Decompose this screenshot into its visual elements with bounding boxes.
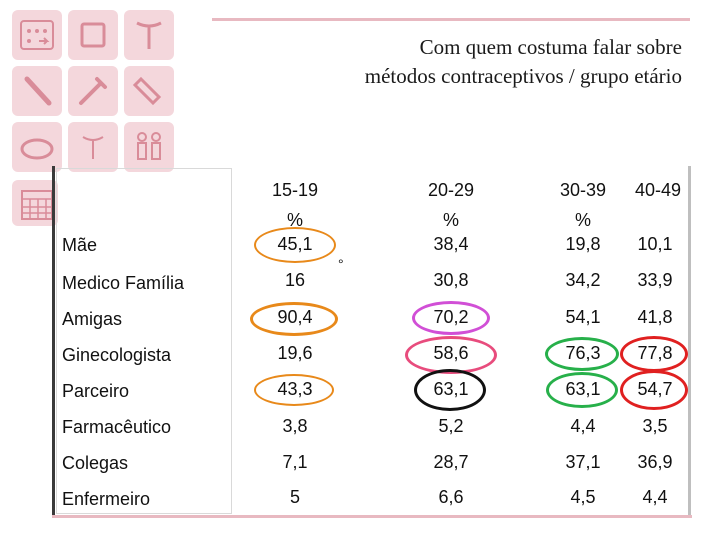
cell-farmaceutico-20-29: 5,2 (438, 416, 464, 436)
row-label-amigas: Amigas (62, 309, 123, 329)
row-label-ginecologista: Ginecologista (62, 345, 172, 365)
cell-mae-20-29: 38,4 (433, 234, 469, 254)
row-label-mae: Mãe (62, 235, 98, 255)
cell-colegas-30-39: 37,1 (565, 452, 601, 472)
stray-mark: ° (338, 256, 344, 272)
highlight-ring-amigas-15-19 (250, 302, 338, 336)
top-divider (212, 18, 690, 21)
cell-amigas-40-49: 41,8 (637, 307, 673, 327)
cell-farmaceutico-15-19: 3,8 (282, 416, 308, 436)
row-label-column (56, 168, 232, 514)
row-label-medico-familia: Medico Família (62, 273, 185, 293)
cell-amigas-30-39: 54,1 (565, 307, 601, 327)
cell-enfermeiro-40-49: 4,4 (642, 487, 668, 507)
vial-icon (124, 66, 174, 116)
cell-parceiro-15-19: 43,3 (277, 379, 313, 399)
implant-rod-icon (12, 66, 62, 116)
data-table (52, 166, 691, 516)
cell-enfermeiro-20-29: 6,6 (438, 487, 464, 507)
cell-farmaceutico-30-39: 4,4 (570, 416, 596, 436)
cell-mae-40-49: 10,1 (637, 234, 673, 254)
highlight-ring-parceiro-30-39 (546, 372, 618, 408)
highlight-ring-mae-15-19 (254, 227, 336, 263)
cell-gineco-30-39: 76,3 (565, 343, 601, 363)
highlight-ring-parceiro-20-29 (414, 369, 486, 411)
cell-gineco-15-19: 19,6 (277, 343, 313, 363)
iud-icon (124, 10, 174, 60)
header-15-19: 15-19 % (271, 180, 319, 230)
bottom-divider (52, 515, 692, 518)
square-patch-icon (68, 10, 118, 60)
iud-small-icon (68, 122, 118, 172)
cell-colegas-40-49: 36,9 (637, 452, 673, 472)
cell-enfermeiro-15-19: 5 (289, 487, 300, 507)
cell-gineco-20-29: 58,6 (433, 343, 469, 363)
cell-mae-30-39: 19,8 (565, 234, 601, 254)
row-label-colegas: Colegas (62, 453, 129, 473)
calendar-grid-icon (12, 180, 58, 226)
cell-farmaceutico-40-49: 3,5 (642, 416, 668, 436)
cell-medico-30-39: 34,2 (565, 270, 601, 290)
syringe-icon (68, 66, 118, 116)
body-outline-icon (124, 122, 174, 172)
cell-enfermeiro-30-39: 4,5 (570, 487, 596, 507)
row-label-parceiro: Parceiro (62, 381, 130, 401)
highlight-ring-parceiro-15-19 (254, 374, 334, 406)
row-label-farmaceutico: Farmacêutico (62, 417, 172, 437)
cell-parceiro-20-29: 63,1 (433, 379, 469, 399)
highlight-ring-amigas-20-29 (412, 301, 490, 335)
cell-parceiro-30-39: 63,1 (565, 379, 601, 399)
row-label-enfermeiro: Enfermeiro (62, 489, 151, 509)
calendar-pill-icon (12, 10, 62, 60)
cell-amigas-20-29: 70,2 (433, 307, 469, 327)
highlight-ring-parceiro-40-49 (620, 370, 688, 410)
highlight-ring-gineco-30-39 (545, 337, 619, 371)
cell-medico-15-19: 16 (284, 270, 306, 290)
cell-mae-15-19: 45,1 (277, 234, 313, 254)
header-20-29: 20-29 % (427, 180, 475, 230)
header-30-39: 30-39 % (559, 180, 607, 230)
cell-parceiro-40-49: 54,7 (637, 379, 673, 399)
cell-amigas-15-19: 90,4 (277, 307, 313, 327)
diaphragm-icon (12, 122, 62, 172)
cell-medico-20-29: 30,8 (433, 270, 469, 290)
title-line-2: métodos contraceptivos / grupo etário (364, 64, 682, 88)
cell-colegas-20-29: 28,7 (433, 452, 469, 472)
cell-medico-40-49: 33,9 (637, 270, 673, 290)
slide-title: Com quem costuma falar sobre métodos con… (240, 33, 682, 91)
header-40-49: 40-49 (634, 180, 682, 200)
cell-colegas-15-19: 7,1 (282, 452, 308, 472)
title-line-1: Com quem costuma falar sobre (419, 35, 682, 59)
cell-gineco-40-49: 77,8 (637, 343, 673, 363)
